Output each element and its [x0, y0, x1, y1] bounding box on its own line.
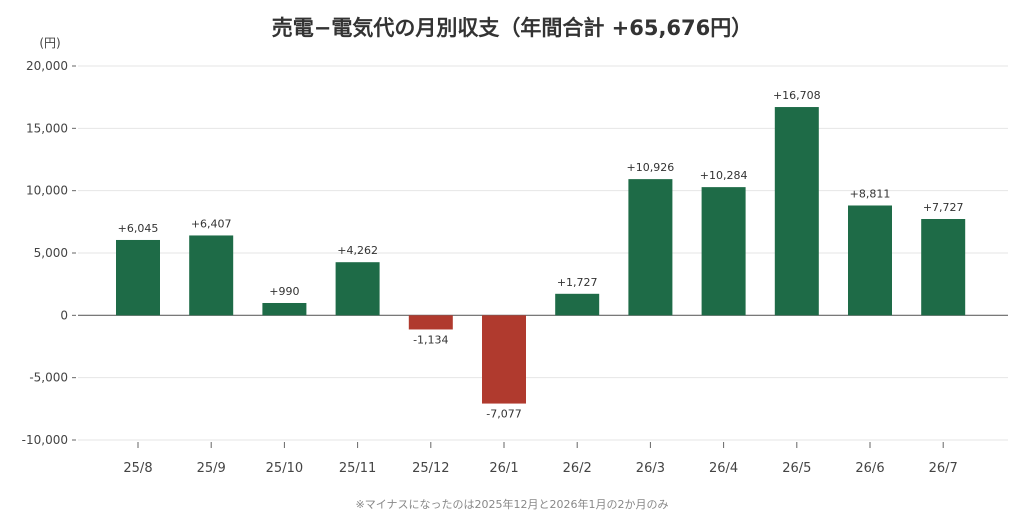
bar: [116, 239, 160, 316]
y-tick-label: 15,000: [26, 121, 68, 135]
x-tick-label: 25/9: [197, 461, 226, 476]
value-label: +1,727: [557, 276, 598, 289]
x-tick-label: 25/11: [339, 461, 376, 476]
bars: [116, 107, 966, 404]
bar: [848, 205, 892, 316]
y-axis-unit-label: (円): [39, 36, 60, 50]
bar: [921, 219, 966, 316]
bar: [774, 107, 819, 316]
value-label: +8,811: [850, 187, 891, 200]
value-label: +6,045: [118, 222, 159, 235]
value-label: +6,407: [191, 217, 232, 230]
x-axis: 25/8 25/9 25/10 25/11 25/12 26/1 26/2 26/3 26/4 2…: [123, 442, 958, 476]
y-tick-label: -5,000: [29, 371, 68, 385]
bar: [189, 235, 234, 316]
bar: [335, 262, 380, 316]
x-tick-label: 26/1: [489, 461, 518, 476]
y-tick-label: -10,000: [22, 433, 68, 447]
value-label: +990: [269, 285, 299, 298]
value-label: -1,134: [413, 333, 448, 346]
bar: [628, 179, 673, 316]
x-tick-label: 26/7: [929, 461, 958, 476]
value-label: +10,926: [627, 161, 675, 174]
bar: [408, 315, 453, 330]
value-label: +10,284: [700, 169, 748, 182]
x-tick-label: 26/3: [636, 461, 665, 476]
y-tick-label: 5,000: [34, 246, 68, 260]
bar: [555, 293, 600, 316]
x-tick-label: 25/10: [266, 461, 303, 476]
bar: [701, 187, 746, 316]
x-tick-label: 25/8: [123, 461, 152, 476]
value-label: +4,262: [337, 244, 378, 257]
y-tick-label: 10,000: [26, 184, 68, 198]
x-tick-label: 25/12: [412, 461, 449, 476]
bar: [482, 315, 526, 404]
footnote: ※マイナスになったのは2025年12月と2026年1月の2か月のみ: [355, 498, 669, 511]
y-tick-label: 20,000: [26, 59, 68, 73]
value-label: +16,708: [773, 89, 821, 102]
value-labels: +6,045 +6,407 +990 +4,262 -1,134 -7,077 +1,727…: [118, 89, 964, 421]
value-label: -7,077: [486, 408, 521, 421]
x-tick-label: 26/2: [563, 461, 592, 476]
value-label: +7,727: [923, 201, 964, 214]
x-tick-label: 26/5: [782, 461, 811, 476]
chart-title: 売電−電気代の月別収支（年間合計 +65,676円）: [271, 16, 753, 40]
x-tick-label: 26/6: [855, 461, 884, 476]
y-tick-label: 0: [60, 308, 68, 322]
x-tick-label: 26/4: [709, 461, 738, 476]
bar: [262, 302, 307, 316]
